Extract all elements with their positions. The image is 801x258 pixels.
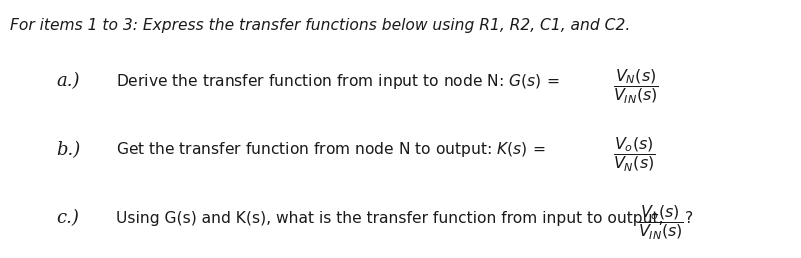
- Text: ?: ?: [685, 211, 693, 225]
- Text: Using G(s) and K(s), what is the transfer function from input to output,: Using G(s) and K(s), what is the transfe…: [116, 211, 664, 225]
- Text: b.): b.): [56, 141, 80, 159]
- Text: a.): a.): [56, 72, 80, 90]
- Text: Derive the transfer function from input to node N: $\mathit{G(s)}\,=$: Derive the transfer function from input …: [116, 72, 560, 91]
- Text: $\dfrac{V_{o}(s)}{V_{N}(s)}$: $\dfrac{V_{o}(s)}{V_{N}(s)}$: [613, 136, 655, 174]
- Text: $\dfrac{V_{N}(s)}{V_{IN}(s)}$: $\dfrac{V_{N}(s)}{V_{IN}(s)}$: [613, 67, 658, 106]
- Text: $\dfrac{V_{o}(s)}{V_{IN}(s)}$: $\dfrac{V_{o}(s)}{V_{IN}(s)}$: [638, 204, 683, 242]
- Text: Get the transfer function from node N to output: $\mathit{K(s)}\,=$: Get the transfer function from node N to…: [116, 140, 546, 159]
- Text: For items 1 to 3: Express the transfer functions below using R1, R2, C1, and C2.: For items 1 to 3: Express the transfer f…: [10, 18, 630, 33]
- Text: c.): c.): [57, 209, 79, 227]
